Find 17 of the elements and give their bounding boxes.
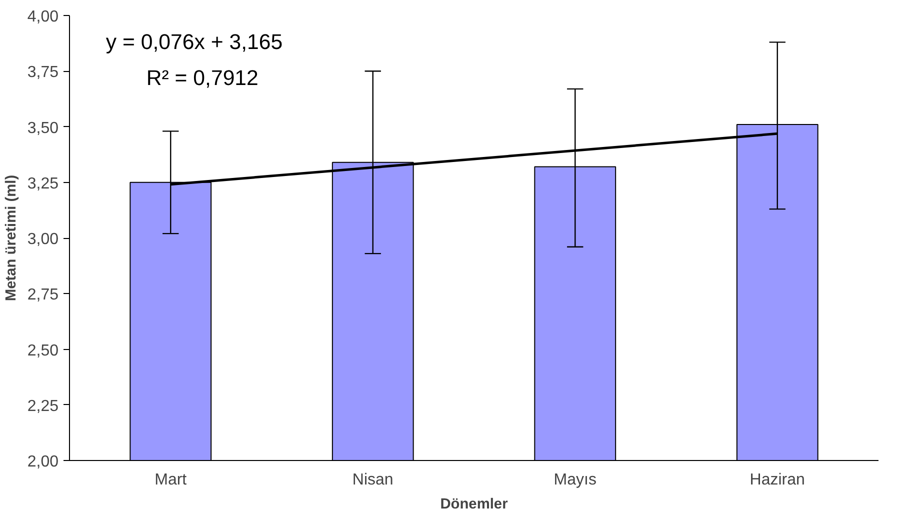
y-tick-label: 4,00 (27, 8, 59, 26)
y-tick-label: 3,75 (27, 64, 59, 82)
y-tick-label: 2,25 (27, 398, 59, 415)
x-tick-label: Haziran (750, 472, 805, 488)
y-tick-label: 3,50 (27, 120, 59, 137)
x-tick-label: Mayıs (554, 472, 596, 488)
annotation: R² = 0,7912 (146, 66, 258, 90)
x-tick-label: Nisan (352, 472, 394, 488)
y-tick-label: 2,75 (27, 286, 59, 304)
y-tick-label: 3,25 (27, 175, 59, 192)
y-tick-label: 3,00 (27, 231, 59, 248)
x-axis-title: Dönemler (440, 496, 508, 512)
y-axis-title: Metan üretimi (ml) (3, 174, 20, 302)
y-tick-label: 2,50 (27, 342, 59, 360)
y-tick-label: 2,00 (27, 454, 59, 470)
annotation: y = 0,076x + 3,165 (106, 30, 283, 54)
x-tick-label: Mart (154, 472, 188, 488)
